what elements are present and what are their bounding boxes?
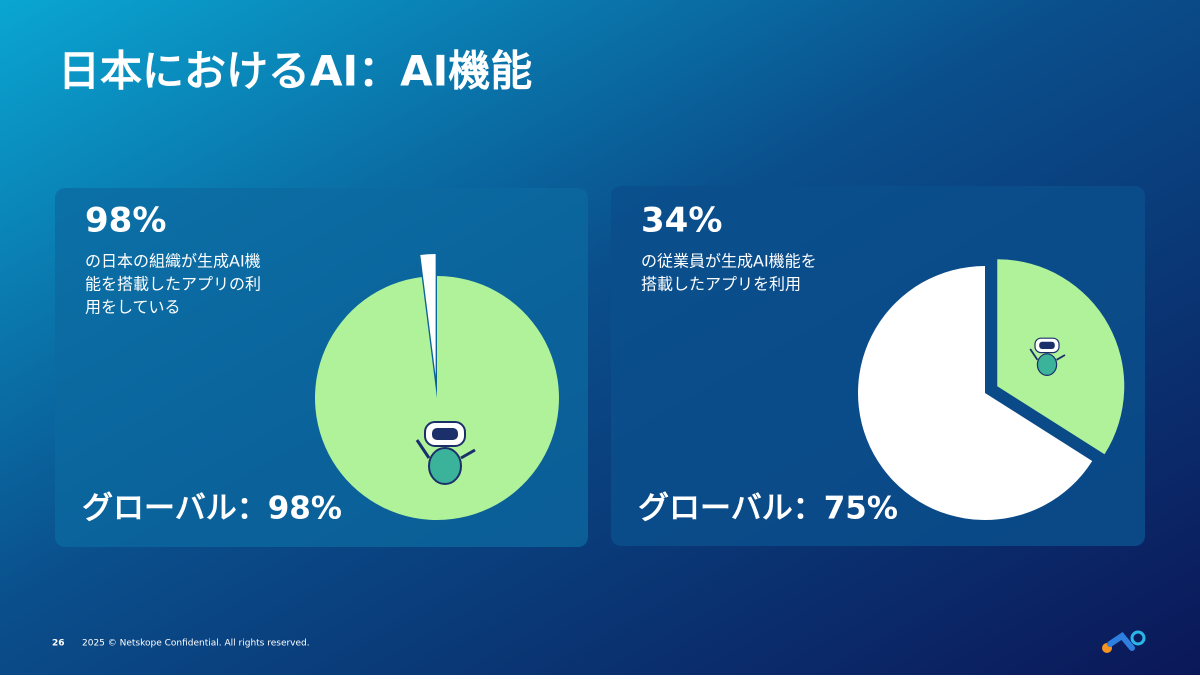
pie-slice	[420, 254, 436, 377]
robot-face	[1039, 341, 1055, 349]
headline-value: 98%	[85, 201, 166, 241]
pie-slice	[857, 266, 1093, 520]
description: 搭載したアプリを利用	[641, 275, 801, 294]
robot-icon	[1029, 337, 1066, 377]
description: 能を搭載したアプリの利	[85, 275, 261, 294]
pie-slice	[314, 276, 559, 520]
global-stat: グローバル：98%	[82, 491, 342, 527]
slide-title: 日本におけるAI：AI機能	[58, 47, 532, 96]
description: の日本の組織が生成AI機	[85, 252, 261, 271]
robot-arms	[415, 439, 476, 460]
description: の従業員が生成AI機能を	[641, 252, 817, 271]
copyright: 2025 © Netskope Confidential. All rights…	[82, 639, 310, 649]
description: 用をしている	[85, 298, 181, 317]
robot-icon	[415, 421, 476, 485]
robot-arms	[1029, 348, 1066, 361]
robot-face	[432, 428, 458, 440]
robot-body	[1036, 353, 1058, 377]
robot-body	[428, 447, 462, 485]
headline-value: 34%	[641, 201, 722, 241]
logo	[1102, 630, 1146, 653]
global-stat: グローバル：75%	[638, 491, 898, 527]
page-number: 26	[52, 639, 65, 649]
